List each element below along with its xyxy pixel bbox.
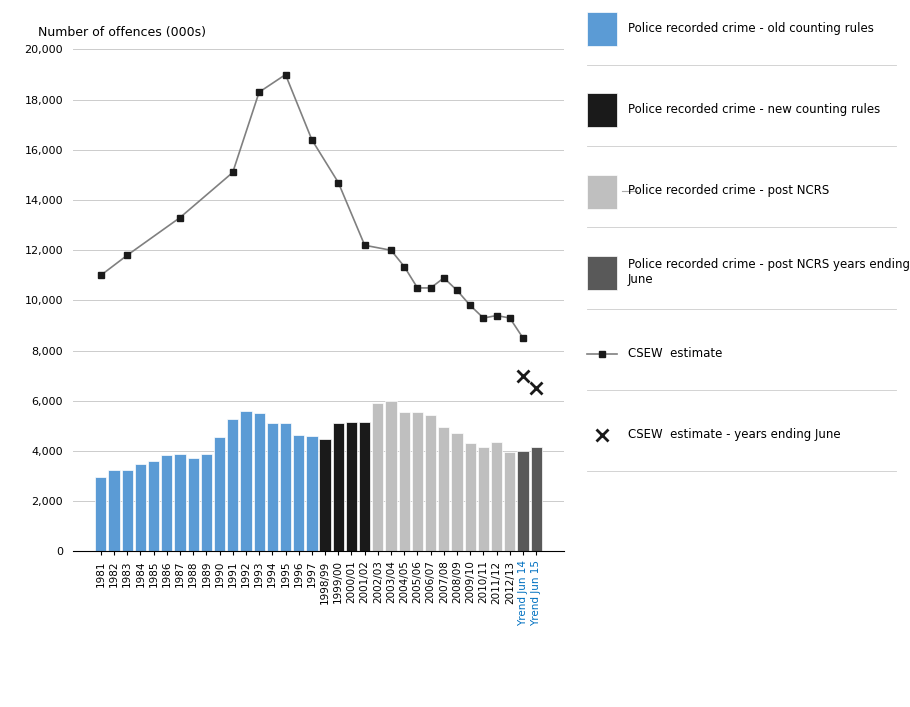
Bar	[161, 455, 172, 551]
Bar	[518, 452, 529, 551]
Bar	[108, 469, 119, 551]
Bar	[465, 443, 476, 551]
Bar	[531, 447, 541, 551]
Bar	[346, 421, 357, 551]
Bar	[399, 412, 410, 551]
Bar	[201, 455, 212, 551]
Bar	[372, 404, 383, 551]
Bar	[425, 415, 436, 551]
Text: CSEW  estimate - years ending June: CSEW estimate - years ending June	[628, 428, 841, 441]
Bar	[175, 454, 186, 551]
Bar	[187, 458, 198, 551]
Text: Police recorded crime - post NCRS: Police recorded crime - post NCRS	[628, 185, 829, 197]
Bar	[122, 470, 133, 551]
Text: Police recorded crime - old counting rules: Police recorded crime - old counting rul…	[628, 22, 874, 35]
Bar	[504, 452, 515, 551]
Bar	[439, 427, 450, 551]
Bar	[240, 411, 251, 551]
Bar	[96, 477, 106, 551]
Bar	[267, 423, 278, 551]
Bar	[135, 464, 146, 551]
Bar	[214, 438, 225, 551]
Bar	[491, 442, 502, 551]
Bar	[307, 436, 318, 551]
Bar	[280, 423, 291, 551]
Bar	[359, 421, 370, 551]
Bar	[412, 412, 423, 551]
Bar	[319, 439, 330, 551]
Bar	[228, 419, 238, 551]
Bar	[148, 461, 159, 551]
Bar	[333, 423, 344, 551]
Bar	[254, 413, 265, 551]
Bar	[478, 447, 489, 551]
Bar	[451, 433, 462, 551]
Text: CSEW  estimate: CSEW estimate	[628, 347, 723, 360]
Text: Number of offences (000s): Number of offences (000s)	[38, 26, 207, 40]
Text: Police recorded crime - new counting rules: Police recorded crime - new counting rul…	[628, 103, 880, 116]
Text: Police recorded crime - post NCRS years ending
June: Police recorded crime - post NCRS years …	[628, 258, 910, 286]
Bar	[293, 436, 304, 551]
Bar	[386, 401, 397, 551]
